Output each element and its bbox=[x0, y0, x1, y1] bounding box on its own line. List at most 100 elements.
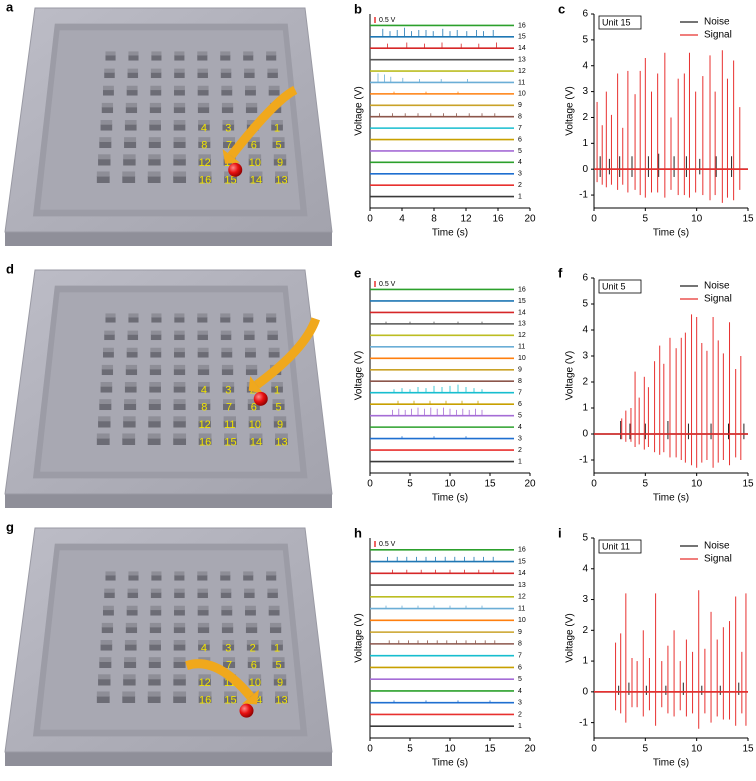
x-tick-label: 10 bbox=[444, 479, 456, 490]
y-tick-label: 0 bbox=[582, 164, 588, 175]
trace-label: 16 bbox=[518, 286, 526, 293]
cube-top bbox=[150, 85, 162, 91]
trace-label: 5 bbox=[518, 676, 522, 683]
cube-top bbox=[221, 364, 234, 370]
annotation-box bbox=[598, 539, 642, 554]
cube-front bbox=[126, 609, 138, 616]
cube-top bbox=[148, 674, 161, 680]
cube-front bbox=[198, 437, 212, 446]
cube-front bbox=[148, 158, 161, 166]
trace-label: 8 bbox=[518, 641, 522, 648]
unit-number: 3 bbox=[225, 642, 231, 654]
cube-front bbox=[273, 158, 287, 166]
cube-front bbox=[148, 678, 161, 686]
x-tick-label: 10 bbox=[691, 744, 703, 755]
cube-top bbox=[224, 691, 237, 697]
cube-top bbox=[123, 674, 136, 680]
unit-number: 14 bbox=[250, 436, 262, 448]
cube-top bbox=[174, 313, 185, 318]
cube-front bbox=[96, 175, 110, 184]
cube-top bbox=[245, 605, 256, 611]
x-tick-label: 8 bbox=[431, 214, 437, 225]
unit-number: 15 bbox=[224, 694, 236, 706]
cube-front bbox=[266, 316, 277, 323]
cube-top bbox=[174, 588, 185, 593]
cube-front bbox=[198, 420, 211, 428]
cube-top bbox=[249, 171, 263, 177]
trace-label: 10 bbox=[518, 355, 526, 362]
cube-front bbox=[272, 661, 285, 669]
cube-top bbox=[198, 657, 211, 662]
cube-front bbox=[173, 368, 186, 376]
cube-top bbox=[220, 313, 231, 318]
ball bbox=[253, 391, 268, 406]
cube-front bbox=[249, 175, 263, 184]
unit-number: 15 bbox=[224, 436, 236, 448]
cube-front bbox=[245, 626, 258, 634]
cube-front bbox=[123, 158, 136, 166]
cube-top bbox=[198, 137, 211, 142]
cube-front bbox=[174, 316, 185, 323]
cube-top bbox=[244, 68, 255, 73]
cube-front bbox=[125, 106, 138, 114]
trace-label: 13 bbox=[518, 56, 526, 63]
unit-number: 4 bbox=[201, 642, 207, 654]
cube-top bbox=[275, 433, 288, 439]
cube-top bbox=[197, 68, 208, 73]
cube-top bbox=[103, 347, 114, 353]
panel-letter: e bbox=[354, 265, 361, 280]
cube-front bbox=[244, 592, 255, 599]
trace-label: 7 bbox=[518, 652, 522, 659]
cube-front bbox=[99, 141, 112, 149]
cube-top bbox=[98, 154, 111, 160]
cube-front bbox=[197, 368, 210, 376]
unit-number: 4 bbox=[201, 122, 207, 134]
cube-front bbox=[123, 678, 136, 686]
y-axis-label: Voltage (V) bbox=[565, 613, 576, 662]
cube-top bbox=[151, 313, 162, 318]
cube-front bbox=[150, 592, 162, 599]
cube-top bbox=[174, 85, 185, 91]
cube-front bbox=[173, 695, 187, 704]
cube-top bbox=[266, 51, 277, 56]
cube-top bbox=[174, 571, 185, 576]
cube-top bbox=[197, 313, 208, 318]
x-tick-label: 0 bbox=[591, 214, 597, 225]
cube-top bbox=[245, 102, 258, 108]
x-tick-label: 15 bbox=[742, 479, 754, 490]
cube-top bbox=[149, 382, 161, 387]
cube-top bbox=[122, 433, 136, 439]
trace-label: 7 bbox=[518, 390, 522, 397]
cube-front bbox=[148, 661, 161, 669]
trace-label: 12 bbox=[518, 594, 526, 601]
y-tick-label: 1 bbox=[582, 138, 588, 149]
cube-top bbox=[173, 640, 186, 645]
cube-front bbox=[224, 437, 237, 446]
cube-front bbox=[223, 661, 236, 669]
y-tick-label: 5 bbox=[582, 35, 588, 46]
cube-top bbox=[174, 347, 185, 353]
cube-front bbox=[174, 334, 185, 341]
x-tick-label: 0 bbox=[591, 479, 597, 490]
cube-front bbox=[149, 386, 161, 393]
cube-top bbox=[147, 433, 161, 439]
cube-top bbox=[148, 657, 161, 662]
cube-top bbox=[98, 416, 111, 422]
cube-top bbox=[122, 171, 136, 177]
cube-front bbox=[197, 574, 208, 581]
cube-top bbox=[198, 433, 212, 439]
cube-front bbox=[267, 72, 278, 79]
x-tick-label: 5 bbox=[407, 479, 413, 490]
unit-number: 3 bbox=[225, 384, 231, 396]
cube-top bbox=[248, 416, 262, 422]
cube-front bbox=[128, 574, 139, 581]
cube-top bbox=[149, 640, 161, 645]
cube-front bbox=[271, 124, 283, 131]
cube-top bbox=[127, 330, 139, 335]
trace-label: 16 bbox=[518, 22, 526, 29]
cube-top bbox=[174, 51, 185, 56]
cube-front bbox=[248, 420, 262, 428]
cube-top bbox=[149, 364, 162, 370]
cube-top bbox=[223, 399, 236, 404]
cube-top bbox=[243, 571, 254, 576]
